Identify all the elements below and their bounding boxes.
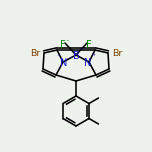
Text: ·: · [66, 36, 70, 46]
Text: ⁺: ⁺ [92, 52, 96, 62]
Text: ⁻: ⁻ [56, 52, 60, 62]
Text: Br: Br [112, 48, 122, 57]
Text: F: F [86, 40, 92, 50]
Text: F: F [60, 40, 66, 50]
Text: B: B [73, 51, 79, 61]
Text: ·: · [69, 52, 73, 66]
Text: ⁻: ⁻ [79, 45, 83, 55]
Text: Br: Br [30, 48, 40, 57]
Text: N: N [84, 58, 92, 68]
Text: N: N [60, 58, 68, 68]
